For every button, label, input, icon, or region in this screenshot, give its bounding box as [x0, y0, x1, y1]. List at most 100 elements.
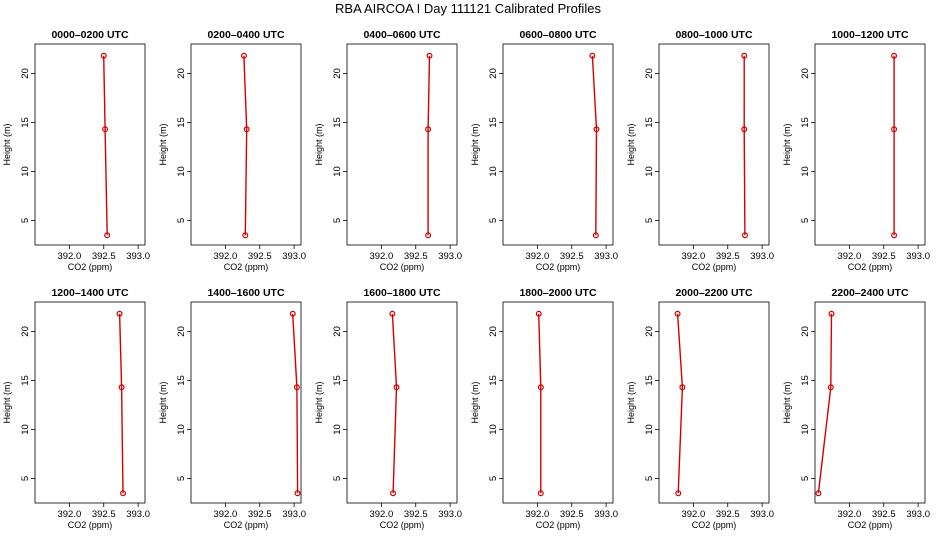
y-tick-label: 15: [20, 117, 31, 128]
plot-frame: [190, 43, 302, 246]
plot-frame: [658, 301, 770, 504]
y-tick-label: 5: [176, 218, 187, 223]
x-tick-label: 392.5: [92, 509, 116, 520]
profile-line: [743, 55, 746, 236]
panel-title: 0800–1000 UTC: [675, 29, 752, 41]
panel-title: 0200–0400 UTC: [207, 29, 284, 41]
profile-point: [100, 52, 107, 59]
plot-frame: [502, 301, 614, 504]
y-axis-label: Height (m): [470, 123, 480, 165]
y-tick-label: 15: [800, 117, 811, 128]
profile-point: [289, 310, 296, 317]
profile-point: [243, 126, 250, 133]
profile-point: [674, 310, 681, 317]
profile-point: [425, 126, 432, 133]
x-axis-label: CO2 (ppm): [692, 520, 737, 530]
y-axis-label: Height (m): [470, 381, 480, 423]
plot-frame: [346, 43, 458, 246]
x-axis-label: CO2 (ppm): [536, 262, 581, 272]
x-tick-label: 392.5: [248, 251, 272, 262]
x-tick-label: 393.0: [594, 251, 618, 262]
profile-point: [741, 232, 748, 239]
x-tick-label: 392.5: [404, 251, 428, 262]
y-tick-label: 15: [332, 117, 343, 128]
y-axis-label: Height (m): [314, 123, 324, 165]
plot-frame: [190, 301, 302, 504]
x-tick-label: 392.0: [213, 509, 237, 520]
panel-title: 0600–0800 UTC: [519, 29, 596, 41]
x-tick-label: 392.0: [837, 251, 861, 262]
x-tick-label: 393.0: [750, 251, 774, 262]
y-tick-label: 10: [800, 424, 811, 435]
profile-point: [537, 490, 544, 497]
x-axis-label: CO2 (ppm): [224, 262, 269, 272]
profile-point: [815, 490, 822, 497]
panel-title: 1200–1400 UTC: [51, 287, 128, 299]
profile-point: [116, 310, 123, 317]
x-tick-label: 393.0: [126, 509, 150, 520]
y-tick-label: 10: [176, 166, 187, 177]
plot-frame: [814, 43, 926, 246]
profile-point: [592, 232, 599, 239]
profile-point: [102, 126, 109, 133]
profile-point: [589, 52, 596, 59]
profile-point: [242, 232, 249, 239]
x-tick-label: 392.0: [525, 509, 549, 520]
x-axis-label: CO2 (ppm): [68, 262, 113, 272]
profile-point: [827, 384, 834, 391]
y-tick-label: 15: [644, 117, 655, 128]
profile-point: [741, 126, 748, 133]
y-tick-label: 20: [20, 68, 31, 79]
y-tick-label: 5: [176, 476, 187, 481]
x-tick-label: 392.0: [57, 251, 81, 262]
y-axis-label: Height (m): [158, 123, 168, 165]
profile-point: [679, 384, 686, 391]
y-tick-label: 15: [488, 117, 499, 128]
plot-frame: [502, 43, 614, 246]
y-tick-label: 15: [800, 375, 811, 386]
y-tick-label: 15: [488, 375, 499, 386]
x-tick-label: 392.0: [213, 251, 237, 262]
y-tick-label: 20: [488, 68, 499, 79]
y-tick-label: 10: [644, 166, 655, 177]
y-tick-label: 20: [644, 68, 655, 79]
y-tick-label: 5: [332, 476, 343, 481]
x-tick-label: 392.0: [681, 251, 705, 262]
profile-point: [741, 52, 748, 59]
profile-point: [389, 310, 396, 317]
y-tick-label: 15: [644, 375, 655, 386]
x-axis-label: CO2 (ppm): [380, 262, 425, 272]
x-tick-label: 392.5: [716, 509, 740, 520]
profile-point: [393, 384, 400, 391]
y-tick-label: 10: [332, 166, 343, 177]
x-axis-label: CO2 (ppm): [848, 520, 893, 530]
panel-5: 0800–1000 UTC 392.0 392.5 393.0 CO2 (ppm) 5 10…: [626, 29, 774, 272]
y-tick-label: 20: [176, 326, 187, 337]
panel-7: 1200–1400 UTC 392.0 392.5 393.0 CO2 (ppm) 5 10…: [2, 287, 150, 530]
y-tick-label: 5: [800, 218, 811, 223]
y-tick-label: 20: [644, 326, 655, 337]
panel-title: 1600–1800 UTC: [363, 287, 440, 299]
plot-frame: [34, 43, 146, 246]
x-tick-label: 392.5: [872, 251, 896, 262]
y-tick-label: 15: [20, 375, 31, 386]
profile-line: [243, 55, 248, 236]
y-tick-label: 15: [176, 375, 187, 386]
y-tick-label: 10: [20, 424, 31, 435]
profile-point: [675, 490, 682, 497]
y-axis-label: Height (m): [314, 381, 324, 423]
x-tick-label: 393.0: [594, 509, 618, 520]
profile-line: [427, 55, 431, 236]
y-tick-label: 15: [332, 375, 343, 386]
profile-line: [591, 55, 598, 236]
profile-point: [828, 310, 835, 317]
y-tick-label: 10: [488, 166, 499, 177]
x-tick-label: 392.5: [716, 251, 740, 262]
x-tick-label: 392.5: [560, 251, 584, 262]
profile-point: [891, 52, 898, 59]
x-tick-label: 393.0: [126, 251, 150, 262]
y-tick-label: 10: [332, 424, 343, 435]
y-axis-label: Height (m): [782, 381, 792, 423]
